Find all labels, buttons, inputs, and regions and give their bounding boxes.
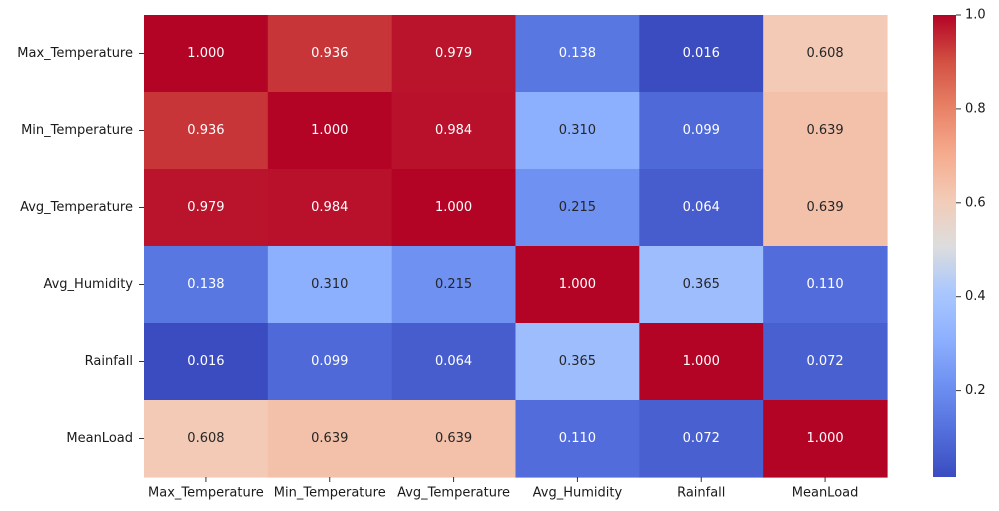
cell-value-label: 0.639 bbox=[806, 200, 843, 215]
cell-value-label: 0.064 bbox=[683, 200, 720, 215]
heatmap-cell bbox=[267, 400, 393, 478]
heatmap-cell bbox=[639, 169, 764, 247]
cell-value-label: 0.936 bbox=[187, 123, 224, 138]
heatmap-cell bbox=[267, 15, 393, 93]
cell-value-label: 0.310 bbox=[559, 123, 596, 138]
y-tick-label: MeanLoad bbox=[66, 431, 133, 446]
cell-value-label: 1.000 bbox=[311, 123, 348, 138]
colorbar-tick-label: 0.4 bbox=[965, 289, 986, 304]
cell-value-label: 1.000 bbox=[806, 431, 843, 446]
cell-value-label: 0.984 bbox=[311, 200, 348, 215]
cell-value-label: 0.215 bbox=[559, 200, 596, 215]
cell-value-label: 0.984 bbox=[435, 123, 472, 138]
heatmap-cell bbox=[515, 92, 640, 170]
cell-value-label: 0.110 bbox=[806, 277, 843, 292]
cell-value-label: 0.639 bbox=[311, 431, 348, 446]
x-tick-label: Min_Temperature bbox=[274, 486, 386, 501]
cell-value-label: 0.016 bbox=[683, 46, 720, 61]
heatmap-cell bbox=[267, 323, 393, 401]
heatmap-cell bbox=[391, 15, 517, 93]
y-tick-label: Avg_Temperature bbox=[20, 200, 133, 215]
x-axis-tick-labels: Max_Temperature Min_Temperature Avg_Temper… bbox=[148, 477, 858, 501]
heatmap-cell bbox=[763, 323, 888, 401]
cell-value-label: 0.608 bbox=[187, 431, 224, 446]
heatmap-cell bbox=[763, 169, 888, 247]
heatmap-cell bbox=[763, 400, 888, 478]
cell-value-label: 0.639 bbox=[435, 431, 472, 446]
heatmap-cell bbox=[639, 323, 764, 401]
x-tick-label: MeanLoad bbox=[792, 486, 859, 501]
x-tick-label: Avg_Temperature bbox=[397, 486, 510, 501]
heatmap-cell bbox=[144, 169, 269, 247]
cell-value-label: 0.936 bbox=[311, 46, 348, 61]
cell-value-label: 0.365 bbox=[683, 277, 720, 292]
heatmap-cell bbox=[391, 246, 517, 324]
cell-value-label: 0.099 bbox=[311, 354, 348, 369]
y-tick-label: Rainfall bbox=[85, 354, 133, 369]
x-tick-label: Avg_Humidity bbox=[533, 486, 623, 501]
heatmap-cell bbox=[267, 92, 393, 170]
x-tick-label: Max_Temperature bbox=[148, 486, 264, 501]
heatmap-cell bbox=[515, 169, 640, 247]
cell-value-label: 0.979 bbox=[435, 46, 472, 61]
colorbar-tick-label: 0.8 bbox=[965, 101, 986, 116]
heatmap-cell bbox=[267, 246, 393, 324]
heatmap-cell bbox=[144, 246, 269, 324]
y-tick-label: Avg_Humidity bbox=[43, 277, 133, 292]
heatmap-cell bbox=[391, 92, 517, 170]
heatmap-cell bbox=[144, 323, 269, 401]
heatmap-cell bbox=[515, 400, 640, 478]
y-axis-tick-labels: Max_Temperature Min_Temperature Avg_Temper… bbox=[17, 46, 144, 446]
cell-value-label: 0.310 bbox=[311, 277, 348, 292]
cell-value-label: 1.000 bbox=[187, 46, 224, 61]
heatmap-cell bbox=[391, 323, 517, 401]
cell-value-label: 0.608 bbox=[806, 46, 843, 61]
heatmap-cell bbox=[144, 400, 269, 478]
cell-value-label: 0.215 bbox=[435, 277, 472, 292]
colorbar-tick-label: 1.0 bbox=[965, 8, 986, 23]
heatmap-cell bbox=[144, 92, 269, 170]
colorbar-tick-label: 0.2 bbox=[965, 383, 986, 398]
heatmap-cell bbox=[639, 246, 764, 324]
x-tick-label: Rainfall bbox=[677, 486, 725, 501]
cell-value-label: 0.138 bbox=[187, 277, 224, 292]
heatmap-cell bbox=[144, 15, 269, 93]
heatmap-cell bbox=[763, 246, 888, 324]
cell-value-label: 0.064 bbox=[435, 354, 472, 369]
colorbar: 0.2 0.4 0.6 0.8 1.0 bbox=[933, 8, 986, 477]
cell-value-label: 0.110 bbox=[559, 431, 596, 446]
y-tick-label: Min_Temperature bbox=[21, 123, 133, 138]
heatmap-cell bbox=[515, 323, 640, 401]
heatmap-cell bbox=[515, 246, 640, 324]
heatmap-cell bbox=[639, 15, 764, 93]
heatmap-cell bbox=[763, 92, 888, 170]
heatmap-cell bbox=[639, 400, 764, 478]
cell-value-label: 0.979 bbox=[187, 200, 224, 215]
heatmap-cell bbox=[267, 169, 393, 247]
y-tick-label: Max_Temperature bbox=[17, 46, 133, 61]
cell-value-label: 1.000 bbox=[683, 354, 720, 369]
cell-value-label: 0.138 bbox=[559, 46, 596, 61]
heatmap-cell bbox=[391, 400, 517, 478]
heatmap-cells: 1.000 0.936 0.979 0.138 0.016 0.608 0.936 1.000… bbox=[144, 15, 888, 478]
cell-value-label: 1.000 bbox=[559, 277, 596, 292]
colorbar-gradient bbox=[933, 15, 956, 477]
cell-value-label: 0.072 bbox=[806, 354, 843, 369]
cell-value-label: 0.016 bbox=[187, 354, 224, 369]
cell-value-label: 0.099 bbox=[683, 123, 720, 138]
cell-value-label: 1.000 bbox=[435, 200, 472, 215]
cell-value-label: 0.365 bbox=[559, 354, 596, 369]
heatmap-cell bbox=[391, 169, 517, 247]
colorbar-tick-label: 0.6 bbox=[965, 195, 986, 210]
cell-value-label: 0.639 bbox=[806, 123, 843, 138]
heatmap-cell bbox=[763, 15, 888, 93]
heatmap-cell bbox=[515, 15, 640, 93]
heatmap-cell bbox=[639, 92, 764, 170]
cell-value-label: 0.072 bbox=[683, 431, 720, 446]
